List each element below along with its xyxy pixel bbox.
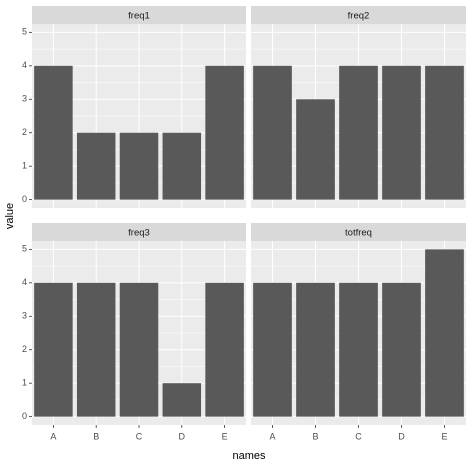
x-axis-title: names: [232, 450, 266, 462]
x-tick-label: C: [355, 431, 362, 441]
bar: [296, 282, 335, 417]
x-tick-label: D: [398, 431, 405, 441]
bar: [76, 132, 116, 200]
panel-title: totfreq: [345, 228, 372, 239]
bar: [119, 282, 159, 417]
x-tick-label: E: [222, 431, 228, 441]
y-tick-label: 2: [22, 344, 27, 354]
bar: [119, 132, 159, 200]
bar: [382, 282, 421, 417]
y-tick-label: 5: [22, 244, 27, 254]
strip: [251, 6, 466, 24]
strip: [251, 223, 466, 241]
bar: [34, 65, 73, 200]
bar: [205, 65, 244, 200]
y-tick-label: 3: [22, 311, 27, 321]
x-tick-label: E: [441, 431, 447, 441]
x-tick-label: A: [50, 431, 56, 441]
x-tick-label: B: [93, 431, 99, 441]
y-tick-label: 1: [22, 161, 27, 171]
y-axis-title: value: [4, 203, 16, 229]
x-tick-label: D: [179, 431, 186, 441]
bar: [296, 99, 335, 200]
bar: [253, 65, 292, 200]
y-tick-label: 2: [22, 127, 27, 137]
x-tick-label: B: [312, 431, 318, 441]
y-tick-label: 4: [22, 60, 27, 70]
strip: [32, 6, 246, 24]
bar: [339, 282, 378, 417]
bar: [76, 282, 116, 417]
strip: [32, 223, 246, 241]
panel-title: freq3: [128, 228, 150, 239]
bar: [162, 383, 202, 417]
bar: [34, 282, 73, 417]
x-tick-label: C: [136, 431, 143, 441]
bar: [162, 132, 202, 200]
y-tick-label: 4: [22, 277, 27, 287]
panel-title: freq1: [128, 11, 150, 22]
x-tick-label: A: [269, 431, 275, 441]
bar: [425, 65, 464, 200]
bar: [339, 65, 378, 200]
bar: [425, 249, 464, 417]
y-tick-label: 0: [22, 194, 27, 204]
y-tick-label: 0: [22, 411, 27, 421]
y-tick-label: 5: [22, 27, 27, 37]
y-tick-label: 3: [22, 94, 27, 104]
y-tick-label: 1: [22, 378, 27, 388]
bar: [205, 282, 244, 417]
panel-title: freq2: [348, 11, 370, 22]
bar: [382, 65, 421, 200]
bar: [253, 282, 292, 417]
